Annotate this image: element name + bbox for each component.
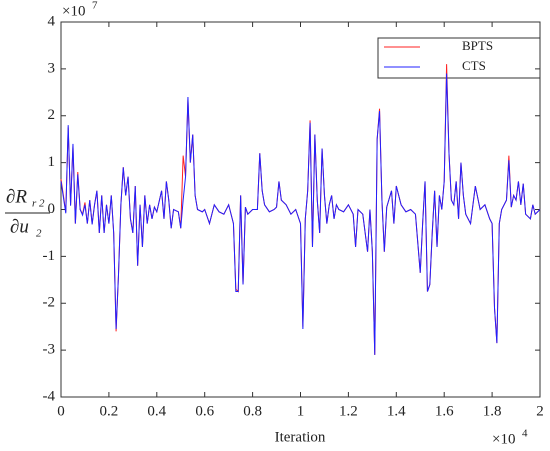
x-tick-label: 0.6 bbox=[195, 403, 214, 419]
y-scale-base: ×10 bbox=[62, 3, 85, 19]
x-tick-label: 1.8 bbox=[483, 403, 502, 419]
y-label-denominator: ∂u bbox=[10, 216, 29, 237]
y-tick-label: -1 bbox=[43, 248, 56, 264]
x-tick-label: 1.2 bbox=[339, 403, 358, 419]
x-tick-label: 0.2 bbox=[100, 403, 119, 419]
y-tick-label: 4 bbox=[48, 13, 56, 29]
x-tick-label: 1.6 bbox=[435, 403, 454, 419]
series-line bbox=[60, 73, 541, 355]
y-label-numerator: ∂R bbox=[6, 186, 27, 207]
y-tick-label: 2 bbox=[48, 107, 56, 123]
x-tick-label: 0.8 bbox=[243, 403, 262, 419]
y-tick-label: -2 bbox=[43, 295, 56, 311]
y-tick-label: -4 bbox=[43, 388, 56, 404]
x-label: Iteration bbox=[275, 429, 326, 445]
legend-label: CTS bbox=[462, 58, 486, 73]
legend bbox=[377, 37, 541, 79]
legend-label: BPTS bbox=[462, 38, 493, 53]
x-scale-base: ×10 bbox=[492, 431, 515, 447]
y-label-denominator-sub: 2 bbox=[36, 228, 42, 240]
series-line bbox=[60, 64, 541, 355]
y-label: ∂R r 2 ∂u 2 bbox=[5, 186, 50, 240]
y-label-numerator-sub: r 2 bbox=[32, 198, 45, 210]
x-tick-label: 2 bbox=[536, 403, 544, 419]
x-tick-label: 1 bbox=[297, 403, 305, 419]
y-tick-label: 3 bbox=[48, 60, 56, 76]
x-tick-label: 1.4 bbox=[387, 403, 406, 419]
x-tick-label: 0.4 bbox=[147, 403, 166, 419]
y-tick-label: 1 bbox=[48, 154, 56, 170]
y-scale-exponent: 7 bbox=[92, 0, 98, 12]
x-tick-label: 0 bbox=[57, 403, 65, 419]
x-scale-exponent: 4 bbox=[522, 428, 528, 440]
y-tick-label: 0 bbox=[48, 201, 56, 217]
y-tick-label: -3 bbox=[43, 342, 56, 358]
